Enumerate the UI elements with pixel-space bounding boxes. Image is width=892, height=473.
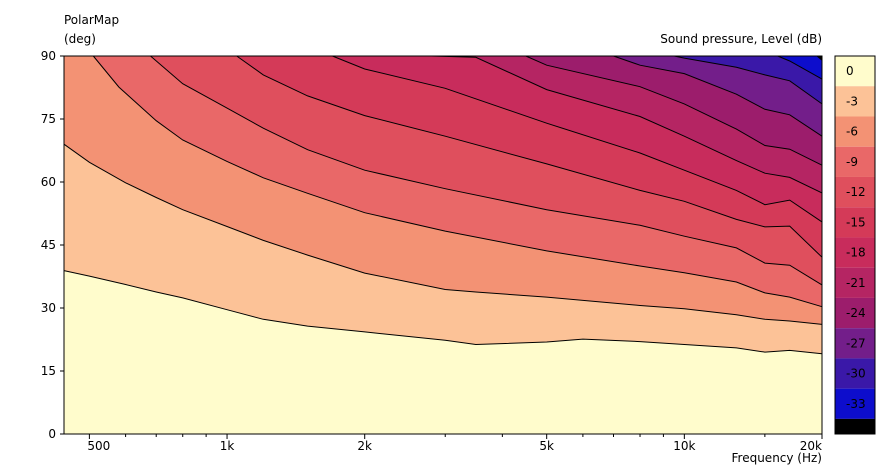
band-10 [674, 56, 822, 104]
contour-line [63, 143, 823, 325]
y-tick-label: 90 [41, 49, 56, 63]
plot-area [63, 55, 823, 435]
colorbar-swatch [835, 176, 875, 208]
contour-line [431, 55, 823, 194]
x-tick-label: 2k [357, 439, 372, 453]
contour-line [332, 55, 823, 223]
contour-line [150, 55, 823, 286]
y-tick-label: 60 [41, 175, 56, 189]
colorbar-swatch [835, 86, 875, 117]
colorbar-level-label: -21 [846, 276, 866, 290]
y-tick-label: 15 [41, 364, 56, 378]
colorbar-level-label: -30 [846, 367, 866, 381]
colorbar-label: Sound pressure, Level (dB) [660, 32, 822, 46]
colorbar: 0 -3 -6 -9 -12 -15 -18 -21 -24 -27 -30 -33 [834, 55, 876, 435]
colorbar-swatch [835, 207, 875, 238]
colorbar-level-label: -9 [846, 155, 858, 169]
colorbar-level-label: -12 [846, 185, 866, 199]
colorbar-swatch [835, 388, 875, 419]
y-axis-label: (deg) [64, 32, 96, 46]
x-axis-label: Frequency (Hz) [732, 451, 823, 465]
colorbar-level-label: -15 [846, 215, 866, 229]
contour-line [92, 55, 823, 308]
x-axis: 500 1k 2k 5k 10k 20k [87, 434, 823, 453]
colorbar-swatch [835, 56, 875, 87]
colorbar-swatch [835, 297, 875, 329]
colorbar-swatch [835, 358, 875, 389]
colorbar-swatch [835, 146, 875, 177]
contour-line [777, 55, 823, 80]
colorbar-level-label: -6 [846, 125, 858, 139]
contour-line [816, 55, 823, 61]
contour-line [613, 55, 823, 137]
colorbar-frame [834, 55, 876, 435]
colorbar-level-label: -3 [846, 94, 858, 108]
colorbar-swatch [835, 237, 875, 268]
x-tick-label: 20k [800, 439, 822, 453]
x-tick-label: 500 [87, 439, 110, 453]
colorbar-level-label: -33 [846, 397, 866, 411]
colorbar-level-label: 0 [846, 64, 854, 78]
y-axis: 0 15 30 45 60 75 90 [41, 49, 64, 441]
y-tick-label: 45 [41, 238, 56, 252]
x-tick-label: 10k [673, 439, 695, 453]
x-tick-label: 5k [539, 439, 554, 453]
contour-line [236, 55, 823, 258]
colorbar-level-label: -24 [846, 306, 866, 320]
colorbar-level-label: -27 [846, 336, 866, 350]
colorbar-swatch [835, 328, 875, 359]
x-tick-label: 1k [220, 439, 235, 453]
colorbar-level-label: -18 [846, 246, 866, 260]
contour-line [525, 55, 823, 166]
y-tick-label: 30 [41, 301, 56, 315]
colorbar-swatch [835, 116, 875, 147]
colorbar-swatch [835, 418, 875, 434]
band-11 [777, 56, 822, 80]
colorbar-swatch [835, 267, 875, 298]
y-tick-label: 75 [41, 112, 56, 126]
y-tick-label: 0 [48, 427, 56, 441]
contour-line [63, 270, 823, 355]
chart-title: PolarMap [64, 13, 119, 27]
contour-line [674, 55, 823, 105]
